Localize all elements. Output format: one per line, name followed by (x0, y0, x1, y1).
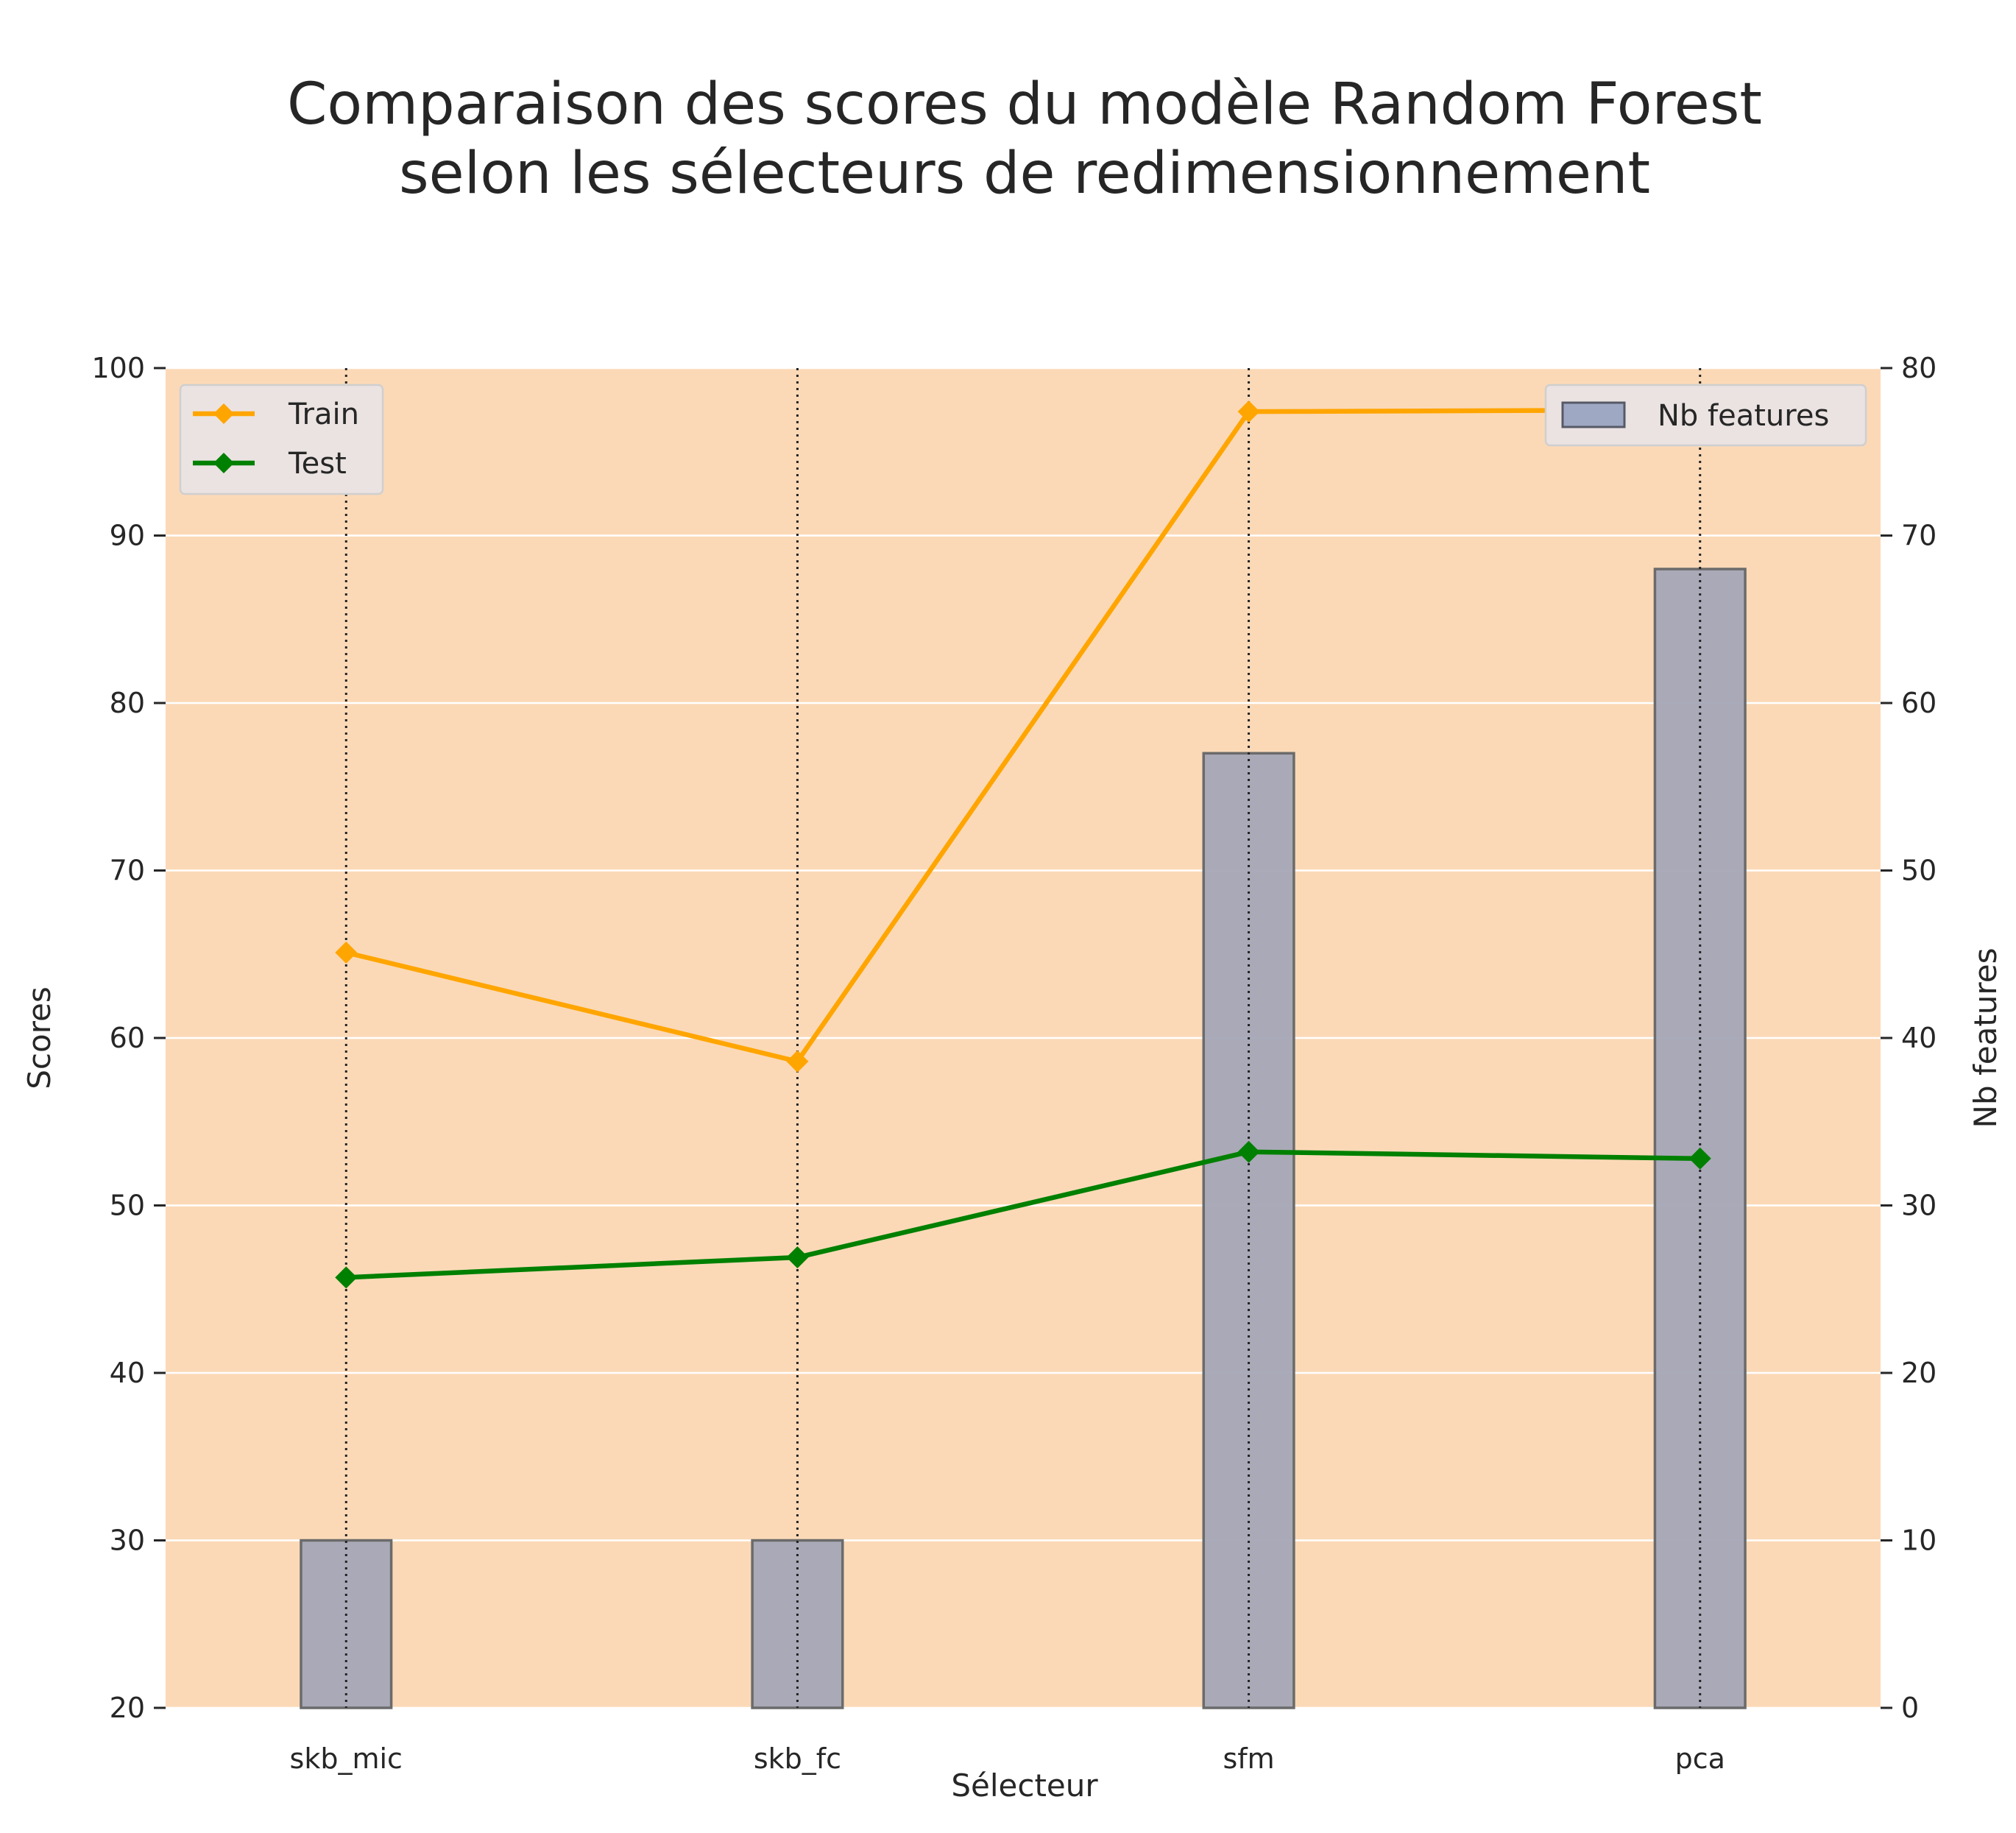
x-axis: skb_mic skb_fc sfm pca (290, 1742, 1725, 1775)
tick-label-right: 0 (1901, 1692, 1919, 1724)
point-train-skb_mic (335, 941, 358, 964)
tick-label-left: 70 (110, 855, 145, 887)
tick-label-x: skb_mic (290, 1742, 403, 1775)
tick-label-right: 10 (1901, 1525, 1937, 1557)
tick-label-x: sfm (1223, 1742, 1274, 1775)
x-axis-label: Sélecteur (951, 1767, 1098, 1804)
tick-label-right: 80 (1901, 352, 1937, 384)
tick-label-right: 70 (1901, 520, 1937, 552)
series-line-test (346, 1149, 1700, 1280)
left-axis: 20 30 40 50 60 70 80 90 100 (91, 352, 166, 1724)
legend-label-test: Test (288, 447, 347, 481)
tick-label-right: 60 (1901, 687, 1937, 719)
category-dotted-lines (344, 368, 1702, 1708)
tick-label-left: 90 (110, 520, 145, 552)
point-train-sfm (1237, 400, 1260, 423)
tick-label-x: skb_fc (754, 1742, 841, 1775)
legend-marker-test (213, 453, 234, 473)
y-axis-label-right: Nb features (1967, 948, 2003, 1129)
legend-label-nb-features: Nb features (1658, 399, 1829, 433)
legend-label-train: Train (288, 398, 359, 431)
series-line-train (345, 407, 1700, 1064)
gridlines (166, 367, 1881, 1709)
chart-title-line-1: Comparaison des scores du modèle Random … (287, 71, 1762, 138)
tick-label-right: 40 (1901, 1022, 1937, 1054)
point-test-skb_mic (335, 1266, 358, 1289)
bar-skb_fc (751, 1539, 844, 1709)
bar-skb_mic (300, 1539, 393, 1709)
chart-title-line-2: selon les sélecteurs de redimensionnemen… (399, 141, 1650, 207)
legend-bars-box (1544, 384, 1867, 447)
chart-title: Comparaison des scores du modèle Random … (287, 71, 1762, 207)
tick-label-right: 20 (1901, 1357, 1937, 1389)
y-axis-label-left: Scores (21, 986, 57, 1089)
point-test-skb_fc (786, 1246, 809, 1269)
tick-label-left: 50 (110, 1190, 145, 1222)
tick-label-left: 20 (110, 1692, 145, 1724)
legend-marker-train (213, 403, 234, 424)
tick-label-right: 50 (1901, 855, 1937, 887)
tick-label-x: pca (1675, 1742, 1725, 1775)
point-train-skb_fc (786, 1050, 809, 1073)
point-test-pca (1688, 1147, 1711, 1170)
point-test-sfm (1237, 1140, 1260, 1163)
legend-lines: Train Test (179, 384, 384, 495)
tick-label-left: 60 (110, 1022, 145, 1054)
tick-label-left: 100 (91, 352, 145, 384)
tick-label-right: 30 (1901, 1190, 1937, 1222)
legend-bars: Nb features (1544, 384, 1867, 447)
tick-label-left: 80 (110, 687, 145, 719)
tick-label-left: 30 (110, 1525, 145, 1557)
right-axis: 0 10 20 30 40 50 60 70 80 (1881, 352, 1937, 1724)
legend-bars-swatch (1561, 401, 1626, 428)
tick-label-left: 40 (110, 1357, 145, 1389)
